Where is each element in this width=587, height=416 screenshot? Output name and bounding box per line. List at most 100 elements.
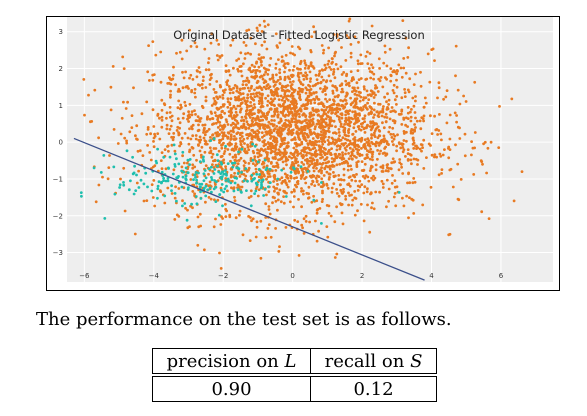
point-class-L (273, 189, 276, 193)
point-class-L (197, 66, 201, 69)
point-class-L (267, 190, 271, 194)
point-class-L (370, 155, 374, 159)
point-class-L (510, 97, 514, 101)
point-class-L (274, 137, 278, 141)
point-class-L (270, 93, 274, 97)
point-class-L (251, 217, 255, 221)
point-class-L (404, 116, 408, 120)
point-class-L (437, 86, 441, 90)
point-class-L (344, 113, 347, 117)
point-class-L (275, 107, 279, 111)
point-class-S (214, 200, 218, 204)
point-class-L (363, 120, 366, 123)
point-class-L (387, 130, 391, 134)
point-class-L (391, 70, 395, 74)
point-class-L (310, 93, 313, 97)
point-class-L (184, 104, 188, 107)
point-class-L (295, 180, 299, 184)
point-class-L (204, 130, 208, 134)
point-class-L (339, 203, 343, 207)
point-class-L (232, 116, 236, 120)
point-class-L (293, 218, 297, 222)
point-class-L (257, 110, 261, 114)
point-class-L (257, 131, 261, 134)
point-class-L (293, 142, 297, 145)
point-class-L (276, 46, 279, 49)
point-class-L (218, 141, 221, 144)
point-class-L (168, 76, 171, 79)
point-class-L (262, 126, 265, 130)
point-class-L (329, 68, 333, 71)
precision-value: 0.90 (152, 376, 311, 402)
point-class-S (202, 155, 205, 159)
point-class-L (456, 88, 460, 92)
point-class-L (257, 118, 261, 121)
point-class-L (430, 48, 434, 51)
point-class-L (204, 86, 208, 89)
point-class-S (229, 181, 233, 185)
point-class-L (239, 107, 243, 111)
point-class-L (327, 211, 331, 215)
point-class-L (314, 91, 318, 94)
point-class-L (160, 118, 164, 122)
point-class-L (322, 138, 325, 142)
point-class-L (323, 135, 327, 138)
point-class-L (339, 99, 343, 102)
point-class-L (356, 69, 360, 72)
point-class-L (399, 66, 403, 70)
point-class-L (367, 179, 371, 183)
point-class-L (286, 123, 290, 127)
point-class-L (349, 51, 353, 55)
point-class-L (241, 83, 245, 86)
point-class-L (302, 163, 306, 166)
point-class-L (211, 170, 215, 173)
point-class-L (224, 207, 228, 211)
point-class-L (289, 80, 292, 84)
point-class-L (222, 103, 226, 106)
point-class-L (275, 73, 278, 77)
point-class-L (246, 96, 250, 100)
point-class-L (193, 41, 197, 45)
point-class-L (258, 23, 262, 27)
point-class-L (358, 137, 362, 141)
point-class-L (363, 185, 367, 189)
point-class-L (341, 136, 345, 140)
point-class-L (151, 196, 155, 199)
point-class-L (271, 145, 274, 149)
point-class-L (253, 155, 257, 159)
point-class-L (165, 116, 168, 120)
point-class-S (181, 204, 184, 208)
point-class-S (156, 147, 159, 151)
point-class-L (389, 74, 393, 78)
point-class-L (322, 174, 326, 177)
point-class-L (207, 127, 211, 131)
point-class-L (369, 94, 373, 98)
point-class-L (291, 153, 295, 157)
point-class-L (364, 78, 368, 81)
point-class-L (349, 96, 352, 100)
point-class-L (303, 131, 307, 135)
point-class-L (158, 116, 161, 120)
point-class-S (210, 165, 213, 169)
point-class-L (287, 129, 290, 132)
point-class-L (247, 126, 251, 130)
point-class-L (373, 135, 377, 138)
point-class-L (314, 176, 318, 180)
point-class-L (308, 122, 312, 126)
point-class-L (220, 167, 224, 171)
point-class-L (344, 141, 347, 145)
point-class-L (314, 219, 317, 223)
point-class-L (284, 53, 288, 57)
point-class-L (266, 73, 270, 76)
point-class-L (216, 108, 220, 111)
point-class-L (275, 131, 279, 134)
point-class-L (284, 118, 288, 122)
point-class-L (283, 78, 287, 82)
point-class-L (305, 191, 309, 195)
point-class-L (225, 83, 229, 86)
point-class-L (219, 113, 223, 117)
point-class-L (304, 220, 308, 223)
point-class-L (223, 150, 227, 153)
point-class-S (182, 170, 186, 174)
point-class-L (325, 182, 329, 186)
